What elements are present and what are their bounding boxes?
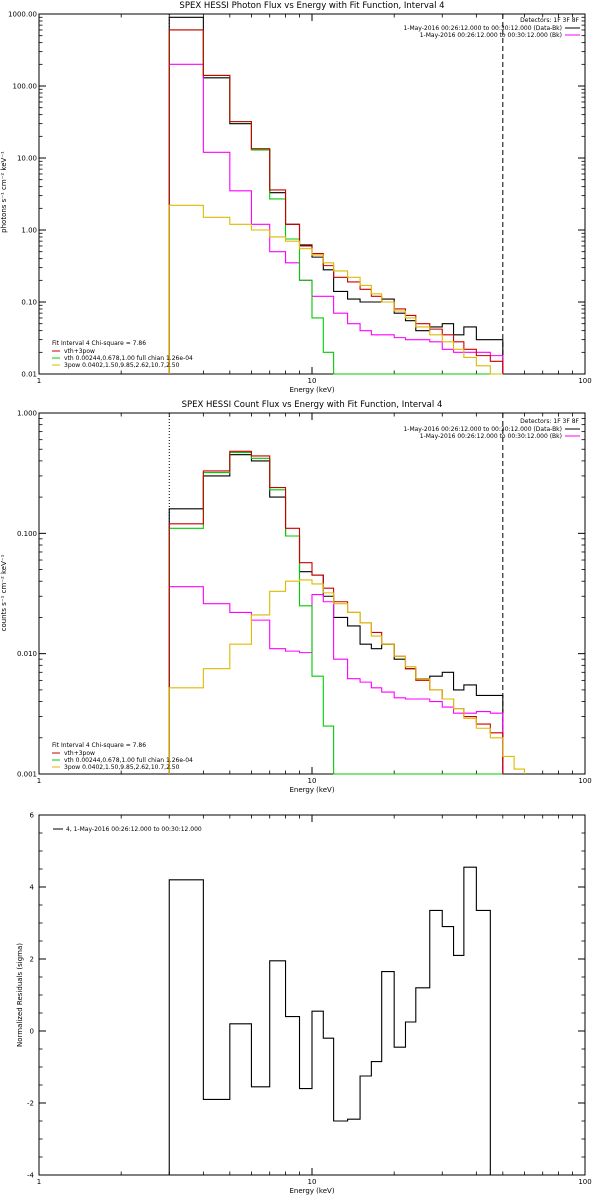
fit-legend-vth-3pow: vth+3pow: [64, 750, 95, 757]
series-4-1-may-2016-00-26-12-000-to-00-30-12-000-line: [168, 866, 491, 1175]
x-axis-label: Energy (keV): [289, 1187, 334, 1195]
legend-entry-data: 1-May-2016 00:26:12.000 to 00:30:12.000 …: [403, 25, 562, 32]
series-1-may-2016-00-26-12-000-to-00-30-12-000-bk-line: [168, 63, 504, 374]
y-tick-label: 10.00: [17, 155, 37, 163]
x-axis-label: Energy (keV): [289, 386, 334, 394]
legend-detectors: Detectors: 1F 3F 8F: [520, 17, 579, 24]
y-tick-label: 0: [30, 1028, 34, 1036]
y-tick-label: 0.10: [21, 299, 37, 307]
y-tick-label: 100.00: [13, 83, 38, 91]
series-vth-3pow-line: [168, 29, 504, 374]
x-tick-label: 10: [308, 377, 317, 385]
legend-detectors: Detectors: 1F 3F 8F: [520, 418, 579, 425]
legend-entry-residuals: 4, 1-May-2016 00:26:12.000 to 00:30:12.0…: [66, 826, 202, 833]
fit-legend-header: Fit Interval 4 Chi-square = 7.86: [52, 742, 146, 749]
series-1-may-2016-00-26-12-000-to-00-30-12-000-bk-line: [168, 586, 504, 774]
x-tick-label: 1: [37, 777, 41, 785]
legend-entry-bk: 1-May-2016 00:26:12.000 to 00:30:12.000 …: [420, 32, 562, 39]
fit-legend-vth: vth 0.00244,0.678,1.00 full chian 1.26e-…: [64, 355, 193, 362]
x-tick-label: 1: [37, 377, 41, 385]
chart-title: SPEX HESSI Count Flux vs Energy with Fit…: [182, 400, 443, 410]
series-3pow-line: [168, 579, 525, 774]
y-tick-label: 2: [30, 956, 34, 964]
series-1-may-2016-00-26-12-000-to-00-30-12-000-data-bk-line: [168, 16, 504, 374]
x-tick-label: 10: [308, 777, 317, 785]
fit-legend-3pow: 3pow 0.0402,1.50,9.85,2.62,10.7,2.50: [64, 362, 180, 369]
x-tick-label: 100: [578, 377, 591, 385]
series-vth-line: [168, 29, 503, 375]
fit-legend-header: Fit Interval 4 Chi-square = 7.86: [52, 340, 146, 347]
photon-flux-panel: SPEX HESSI Photon Flux vs Energy with Fi…: [0, 1, 592, 394]
fit-legend-vth: vth 0.00244,0.678,1.00 full chian 1.26e-…: [64, 757, 193, 764]
legend-entry-data: 1-May-2016 00:26:12.000 to 00:30:12.000 …: [403, 426, 562, 433]
y-tick-label: 6: [30, 812, 35, 820]
x-tick-label: 100: [578, 1178, 591, 1186]
series-3pow-line: [168, 204, 503, 375]
fit-legend: Fit Interval 4 Chi-square = 7.86 vth+3po…: [52, 340, 193, 369]
legend: 4, 1-May-2016 00:26:12.000 to 00:30:12.0…: [53, 826, 202, 833]
y-tick-label: 0.001: [17, 771, 37, 779]
y-tick-label: 0.100: [17, 530, 37, 538]
y-tick-label: 4: [30, 884, 35, 892]
y-tick-label: 1.00: [21, 227, 37, 235]
fit-legend-vth-3pow: vth+3pow: [64, 348, 95, 355]
series-vth-line: [168, 451, 503, 775]
legend: Detectors: 1F 3F 8F 1-May-2016 00:26:12.…: [403, 418, 580, 440]
y-tick-label: -2: [27, 1100, 34, 1108]
x-axis-label: Energy (keV): [289, 786, 334, 794]
x-tick-label: 100: [578, 777, 591, 785]
y-axis-label: Normalized Residuals (sigma): [16, 943, 24, 1047]
y-axis-label: photons s⁻¹ cm⁻² keV⁻¹: [0, 151, 8, 233]
series-1-may-2016-00-26-12-000-to-00-30-12-000-data-bk-line: [168, 454, 504, 774]
y-axis-label: counts s⁻¹ cm⁻² keV⁻¹: [0, 554, 8, 631]
plot-frame: [38, 814, 586, 1176]
chart-title: SPEX HESSI Photon Flux vs Energy with Fi…: [179, 1, 444, 11]
y-tick-label: 1.000: [17, 410, 37, 418]
count-flux-panel: SPEX HESSI Count Flux vs Energy with Fit…: [0, 400, 592, 794]
legend-entry-bk: 1-May-2016 00:26:12.000 to 00:30:12.000 …: [420, 433, 562, 440]
y-tick-label: -4: [27, 1172, 35, 1180]
x-tick-label: 1: [37, 1178, 41, 1186]
series-vth-3pow-line: [168, 450, 504, 774]
y-tick-label: 0.010: [17, 650, 37, 658]
legend: Detectors: 1F 3F 8F 1-May-2016 00:26:12.…: [403, 17, 580, 39]
fit-legend: Fit Interval 4 Chi-square = 7.86 vth+3po…: [52, 742, 193, 771]
y-tick-label: 1000.00: [8, 11, 37, 19]
x-tick-label: 10: [308, 1178, 317, 1186]
residuals-panel: Normalized Residuals (sigma) Energy (keV…: [16, 812, 592, 1196]
y-tick-label: 0.01: [21, 371, 37, 379]
fit-legend-3pow: 3pow 0.0402,1.50,9.85,2.62,10.7,2.50: [64, 764, 180, 771]
